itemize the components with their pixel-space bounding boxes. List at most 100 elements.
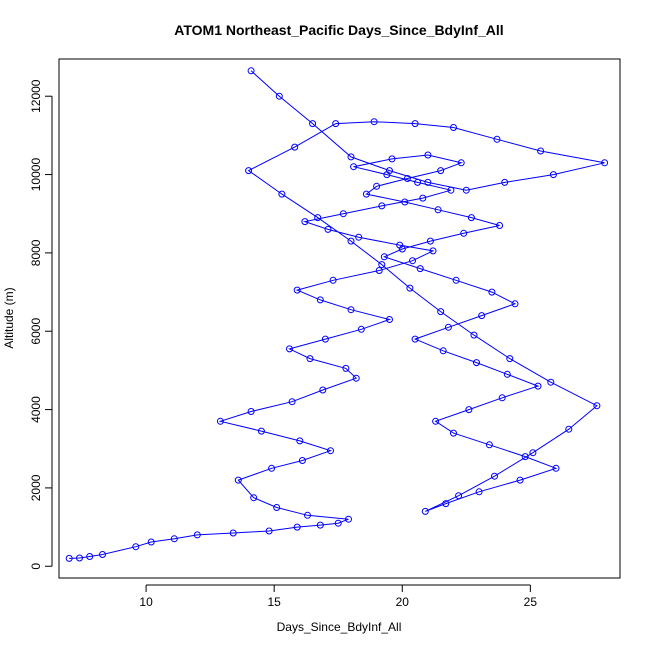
data-point xyxy=(286,345,293,353)
data-point xyxy=(216,417,224,425)
data-point xyxy=(345,515,352,523)
data-point xyxy=(229,529,237,537)
data-point xyxy=(306,355,314,363)
x-tick-label: 15 xyxy=(267,595,281,609)
chart-title: ATOM1 Northeast_Pacific Days_Since_BdyIn… xyxy=(174,22,503,38)
data-point xyxy=(552,464,560,472)
data-point xyxy=(298,457,306,464)
data-point xyxy=(465,406,473,414)
data-point xyxy=(293,523,301,531)
y-tick-label: 0 xyxy=(29,563,43,570)
data-point xyxy=(147,538,155,546)
data-point xyxy=(247,408,255,415)
data-point xyxy=(355,233,363,241)
data-point xyxy=(426,237,434,245)
data-point xyxy=(437,167,445,175)
plot-frame xyxy=(58,58,621,579)
data-point xyxy=(416,265,424,273)
x-tick-label: 20 xyxy=(396,595,410,609)
data-point xyxy=(378,261,386,269)
data-point xyxy=(386,167,393,175)
data-point xyxy=(537,147,545,155)
data-point xyxy=(268,464,276,472)
data-point xyxy=(316,296,324,304)
data-point xyxy=(250,494,258,502)
data-point xyxy=(288,398,296,406)
data-point xyxy=(291,143,299,151)
data-point xyxy=(357,325,365,333)
y-axis-label: Altitude (m) xyxy=(2,287,16,348)
series-line xyxy=(69,70,605,559)
data-point xyxy=(478,312,486,320)
y-tick-label: 12000 xyxy=(29,79,43,113)
data-point xyxy=(373,182,381,190)
x-axis-label: Days_Since_BdyInf_All xyxy=(277,620,402,634)
y-tick-label: 8000 xyxy=(29,239,43,266)
data-point xyxy=(409,257,416,265)
y-tick-label: 4000 xyxy=(29,396,43,423)
data-point xyxy=(362,190,370,198)
data-point xyxy=(350,163,358,171)
y-tick-label: 10000 xyxy=(29,158,43,192)
data-point xyxy=(347,306,355,314)
data-point xyxy=(491,472,498,480)
data-point xyxy=(388,155,396,163)
data-point xyxy=(601,159,609,167)
data-point xyxy=(342,364,350,372)
data-point xyxy=(334,519,342,527)
data-point xyxy=(347,237,355,245)
y-axis: 0 2000 4000 6000 8000 10000 12000 xyxy=(29,79,53,570)
data-point xyxy=(473,359,480,367)
data-point xyxy=(406,284,414,292)
data-point xyxy=(434,206,442,214)
data-point xyxy=(529,449,537,457)
data-point xyxy=(275,92,283,100)
data-point xyxy=(309,120,317,128)
data-point xyxy=(485,441,493,449)
x-axis: 10 15 20 25 xyxy=(139,584,537,609)
data-point xyxy=(314,214,322,222)
data-point xyxy=(521,453,529,461)
data-point xyxy=(193,531,201,539)
data-point xyxy=(386,316,393,323)
data-point xyxy=(375,267,383,274)
data-point xyxy=(296,437,304,445)
data-point xyxy=(549,171,557,179)
data-point xyxy=(339,210,347,218)
data-point xyxy=(452,276,460,284)
data-point xyxy=(439,347,447,355)
data-point xyxy=(319,386,327,394)
data-point xyxy=(403,175,411,182)
data-point xyxy=(352,374,360,382)
data-point xyxy=(475,488,483,496)
data-point xyxy=(245,167,253,175)
data-point xyxy=(398,245,406,253)
data-point xyxy=(370,118,378,126)
plot-area xyxy=(65,67,609,562)
data-point xyxy=(457,159,465,167)
data-point xyxy=(414,178,422,186)
data-point xyxy=(324,225,332,233)
data-point xyxy=(419,194,427,202)
data-point xyxy=(432,417,440,425)
data-point xyxy=(329,276,337,284)
data-point xyxy=(401,198,409,206)
data-point xyxy=(506,355,514,363)
data-point xyxy=(460,229,468,237)
data-point xyxy=(547,378,555,386)
data-point xyxy=(411,335,419,343)
data-point xyxy=(450,429,457,437)
data-point xyxy=(316,521,324,529)
data-point xyxy=(278,190,286,198)
data-point xyxy=(437,308,445,316)
x-tick-label: 10 xyxy=(139,595,153,609)
data-point xyxy=(327,447,334,455)
data-point xyxy=(467,214,475,222)
data-point xyxy=(447,186,455,194)
data-point xyxy=(411,120,419,128)
data-point xyxy=(293,286,301,294)
data-point xyxy=(347,153,355,161)
data-point xyxy=(273,504,281,511)
data-point xyxy=(170,535,178,543)
data-point xyxy=(503,370,511,378)
